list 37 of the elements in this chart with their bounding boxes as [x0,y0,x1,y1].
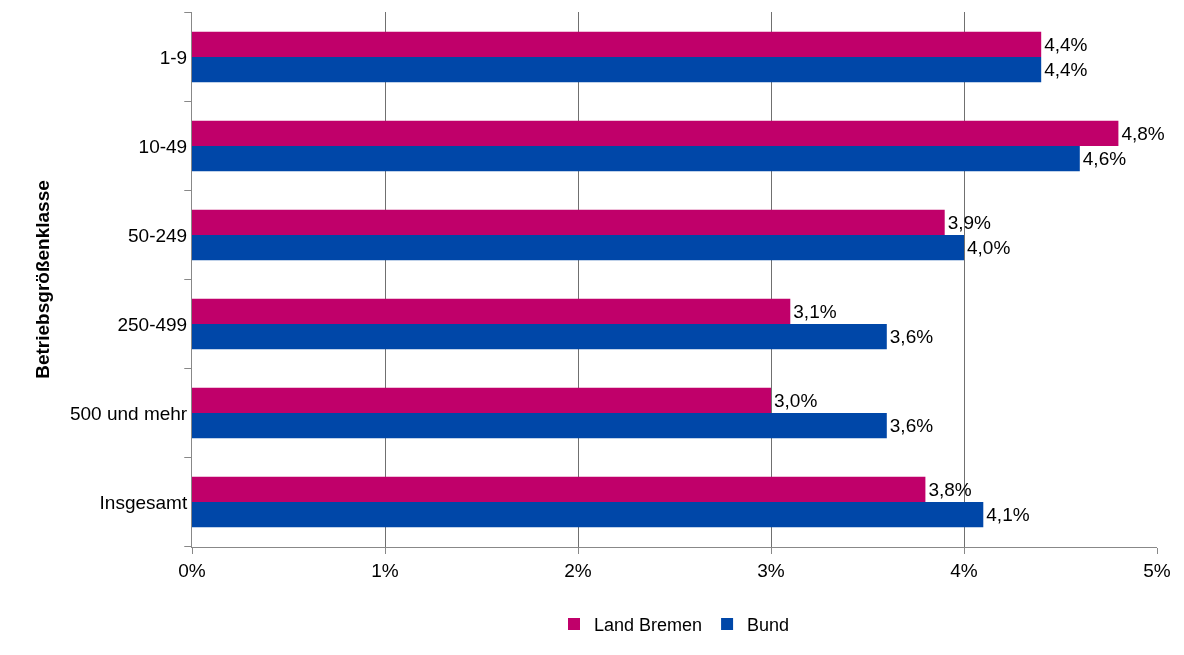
x-tick-label: 1% [371,559,399,581]
bar [192,413,887,439]
y-tick-label: Insgesamt [99,491,188,513]
bar [192,387,771,413]
data-label: 3,6% [889,415,934,437]
y-axis-title: Betriebsgrößenklasse [31,180,53,379]
bar [192,31,1042,57]
y-tick-label: 500 und mehr [69,402,188,424]
bar [192,57,1042,83]
data-label: 4,4% [1044,59,1088,81]
data-label: 3,1% [793,300,837,322]
bar [192,502,984,528]
bar [192,209,945,235]
data-label: 4,1% [986,504,1030,526]
data-label: 3,0% [774,389,818,411]
x-tick-label: 0% [178,559,206,581]
data-label: 3,6% [889,326,934,348]
y-tick-label: 50-249 [128,224,188,246]
bar [192,235,964,261]
x-tick-label: 3% [757,559,785,581]
data-label: 4,6% [1082,148,1127,170]
legend-label: Bund [747,615,790,636]
data-label: 4,4% [1044,33,1088,55]
x-tick-label: 4% [950,559,978,581]
x-tick-label: 2% [564,559,592,581]
bar [192,476,926,502]
legend-label: Land Bremen [594,615,703,636]
data-label: 4,0% [967,237,1011,259]
y-tick-label: 10-49 [138,135,188,157]
bar [192,120,1119,146]
bar [192,298,791,324]
data-label: 4,8% [1121,122,1165,144]
bar [192,324,887,350]
x-tick-label: 5% [1143,559,1171,581]
bar [192,146,1080,172]
y-tick-label: 1-9 [159,46,188,68]
y-tick-label: 250-499 [117,313,188,335]
